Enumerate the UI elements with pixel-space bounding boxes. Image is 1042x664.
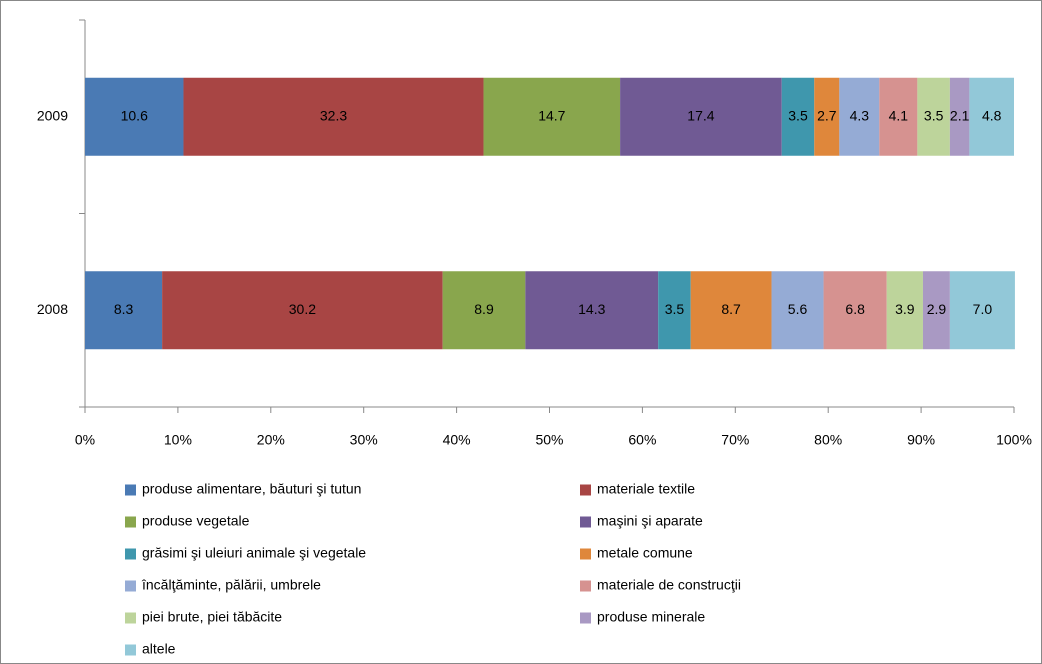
data-label: 4.8 bbox=[982, 107, 1002, 123]
bar-segment bbox=[658, 271, 691, 350]
data-label: 14.3 bbox=[578, 301, 605, 317]
data-label: 3.9 bbox=[895, 301, 915, 317]
x-tick-label: 70% bbox=[721, 432, 749, 448]
data-label: 30.2 bbox=[289, 301, 316, 317]
legend-label: metale comune bbox=[597, 545, 693, 561]
bar-segment bbox=[969, 77, 1014, 156]
data-label: 7.0 bbox=[973, 301, 993, 317]
x-tick-label: 60% bbox=[628, 432, 656, 448]
y-tick-label: 2009 bbox=[37, 107, 68, 123]
legend-swatch bbox=[125, 548, 136, 560]
x-tick-label: 0% bbox=[75, 432, 95, 448]
legend-label: produse vegetale bbox=[142, 513, 250, 529]
bar-segment bbox=[525, 271, 659, 350]
data-label: 6.8 bbox=[845, 301, 865, 317]
x-tick-label: 40% bbox=[443, 432, 471, 448]
data-label: 3.5 bbox=[665, 301, 685, 317]
data-label: 5.6 bbox=[788, 301, 808, 317]
x-tick-label: 10% bbox=[164, 432, 192, 448]
legend-label: încălţăminte, pălării, umbrele bbox=[141, 577, 321, 593]
bar-segment bbox=[442, 271, 526, 350]
legend-swatch bbox=[125, 644, 136, 656]
bar-segment bbox=[483, 77, 621, 156]
y-tick-label: 2008 bbox=[37, 301, 68, 317]
legend-label: maşini şi aparate bbox=[597, 513, 703, 529]
x-tick-label: 30% bbox=[350, 432, 378, 448]
legend-swatch bbox=[125, 484, 136, 496]
legend-swatch bbox=[580, 516, 591, 528]
bar-segment bbox=[620, 77, 782, 156]
legend-label: grăsimi şi uleiuri animale şi vegetale bbox=[142, 545, 366, 561]
data-label: 3.5 bbox=[788, 107, 808, 123]
bar-segment bbox=[85, 271, 163, 350]
legend-label: piei brute, piei tăbăcite bbox=[142, 609, 282, 625]
bar-segment bbox=[879, 77, 918, 156]
x-tick-label: 80% bbox=[814, 432, 842, 448]
data-label: 10.6 bbox=[121, 107, 148, 123]
x-tick-label: 100% bbox=[996, 432, 1032, 448]
bar-segment bbox=[814, 77, 840, 156]
data-label: 2.1 bbox=[950, 107, 970, 123]
bar-segment bbox=[85, 77, 184, 156]
legend-swatch bbox=[580, 548, 591, 560]
data-label: 2.7 bbox=[817, 107, 837, 123]
legend-swatch bbox=[125, 580, 136, 592]
legend-swatch bbox=[125, 516, 136, 528]
data-label: 4.1 bbox=[889, 107, 909, 123]
bar-segment bbox=[886, 271, 923, 350]
legend-label: altele bbox=[142, 641, 176, 657]
data-label: 8.3 bbox=[114, 301, 134, 317]
legend-swatch bbox=[125, 612, 136, 624]
legend-swatch bbox=[580, 612, 591, 624]
legend-swatch bbox=[580, 580, 591, 592]
bar-segment bbox=[781, 77, 815, 156]
data-label: 2.9 bbox=[927, 301, 947, 317]
bar-segment bbox=[949, 271, 1015, 350]
data-label: 14.7 bbox=[538, 107, 565, 123]
data-label: 4.3 bbox=[850, 107, 870, 123]
x-tick-label: 50% bbox=[535, 432, 563, 448]
bar-segment bbox=[771, 271, 824, 350]
bar-segment bbox=[949, 77, 970, 156]
data-label: 17.4 bbox=[687, 107, 714, 123]
bar-segment bbox=[162, 271, 443, 350]
legend-label: produse alimentare, băuturi şi tutun bbox=[142, 481, 361, 497]
bar-segment bbox=[183, 77, 484, 156]
data-label: 32.3 bbox=[320, 107, 347, 123]
bar-segment bbox=[690, 271, 772, 350]
x-tick-label: 20% bbox=[257, 432, 285, 448]
legend-label: materiale textile bbox=[597, 481, 695, 497]
x-tick-label: 90% bbox=[907, 432, 935, 448]
data-label: 8.9 bbox=[474, 301, 494, 317]
data-label: 8.7 bbox=[721, 301, 741, 317]
data-label: 3.5 bbox=[924, 107, 944, 123]
bar-segment bbox=[839, 77, 880, 156]
legend-swatch bbox=[580, 484, 591, 496]
legend-label: materiale de construcţii bbox=[597, 577, 741, 593]
bar-segment bbox=[922, 271, 950, 350]
bar-segment bbox=[823, 271, 887, 350]
bar-segment bbox=[917, 77, 950, 156]
legend-label: produse minerale bbox=[597, 609, 705, 625]
